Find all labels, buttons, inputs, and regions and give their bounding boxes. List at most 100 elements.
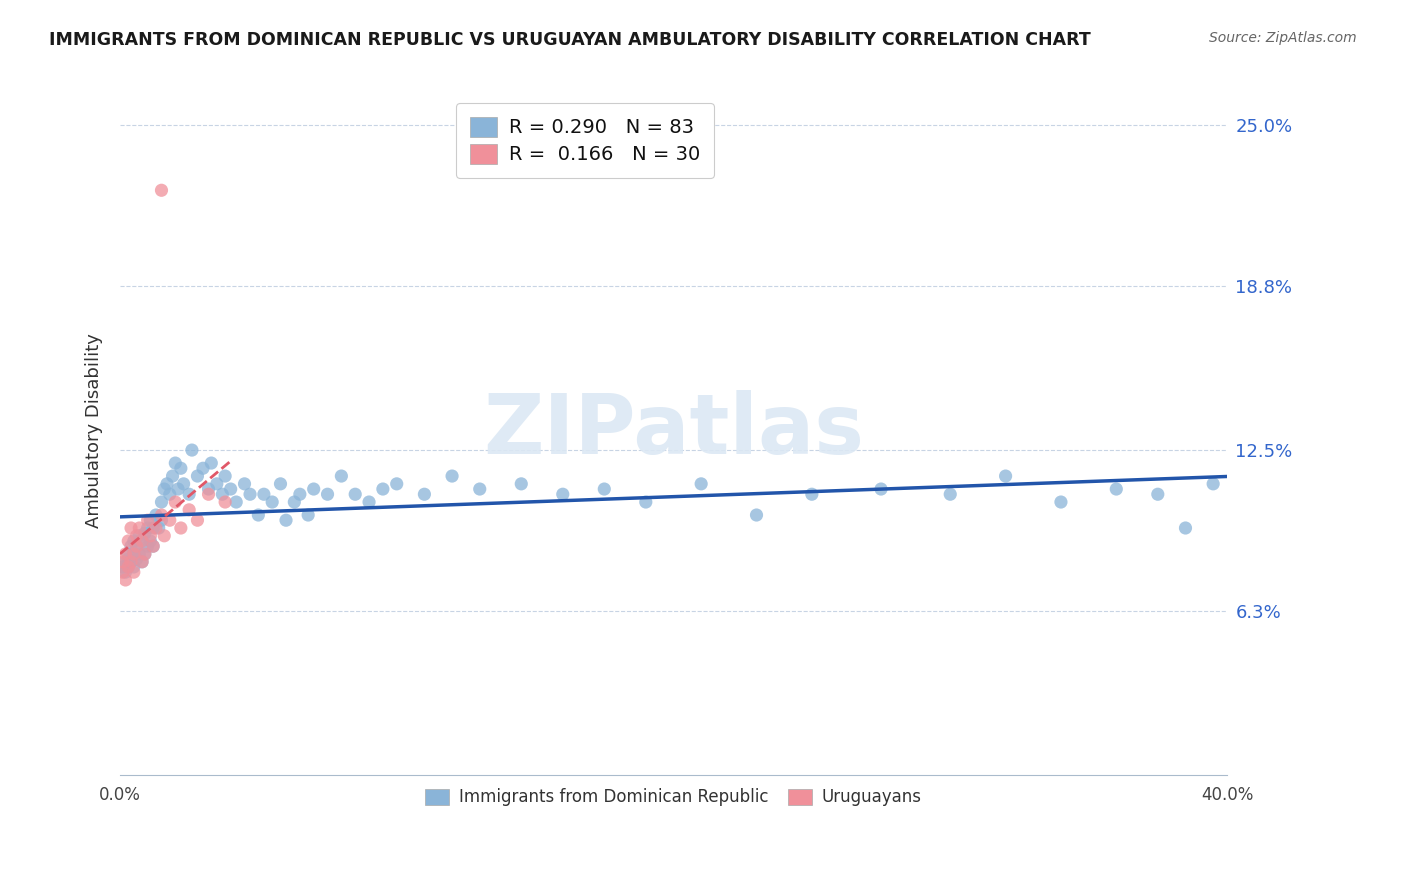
Point bbox=[131, 555, 153, 569]
Point bbox=[1202, 476, 1225, 491]
Point bbox=[125, 552, 148, 566]
Point bbox=[214, 469, 236, 483]
Point bbox=[136, 539, 159, 553]
Point bbox=[262, 495, 284, 509]
Point bbox=[139, 534, 162, 549]
Point bbox=[239, 487, 262, 501]
Point bbox=[148, 521, 170, 535]
Point bbox=[1050, 495, 1073, 509]
Point bbox=[170, 521, 193, 535]
Point bbox=[128, 529, 150, 543]
Point bbox=[111, 560, 134, 574]
Point bbox=[1174, 521, 1197, 535]
Point bbox=[114, 573, 136, 587]
Point bbox=[197, 482, 219, 496]
Point bbox=[690, 476, 713, 491]
Point bbox=[139, 513, 162, 527]
Point bbox=[122, 547, 145, 561]
Point bbox=[219, 482, 242, 496]
Point bbox=[186, 469, 208, 483]
Point bbox=[165, 456, 187, 470]
Point bbox=[468, 482, 491, 496]
Point bbox=[316, 487, 339, 501]
Point bbox=[128, 547, 150, 561]
Point bbox=[117, 560, 139, 574]
Point bbox=[385, 476, 408, 491]
Point bbox=[211, 487, 233, 501]
Point bbox=[122, 565, 145, 579]
Point bbox=[173, 476, 195, 491]
Point bbox=[297, 508, 319, 522]
Point bbox=[186, 513, 208, 527]
Point bbox=[179, 503, 201, 517]
Point bbox=[441, 469, 464, 483]
Point bbox=[150, 508, 173, 522]
Point bbox=[357, 495, 380, 509]
Point bbox=[122, 560, 145, 574]
Text: IMMIGRANTS FROM DOMINICAN REPUBLIC VS URUGUAYAN AMBULATORY DISABILITY CORRELATIO: IMMIGRANTS FROM DOMINICAN REPUBLIC VS UR… bbox=[49, 31, 1091, 49]
Point bbox=[131, 534, 153, 549]
Point bbox=[120, 539, 142, 553]
Point bbox=[939, 487, 962, 501]
Point bbox=[162, 469, 184, 483]
Point bbox=[181, 443, 204, 458]
Legend: Immigrants from Dominican Republic, Uruguayans: Immigrants from Dominican Republic, Urug… bbox=[418, 780, 929, 814]
Point bbox=[150, 513, 173, 527]
Point bbox=[114, 555, 136, 569]
Point bbox=[117, 547, 139, 561]
Point bbox=[205, 476, 228, 491]
Point bbox=[111, 555, 134, 569]
Point bbox=[114, 547, 136, 561]
Point bbox=[413, 487, 436, 501]
Point bbox=[165, 495, 187, 509]
Point bbox=[302, 482, 325, 496]
Point bbox=[120, 555, 142, 569]
Point bbox=[134, 547, 156, 561]
Point bbox=[170, 461, 193, 475]
Point bbox=[145, 508, 167, 522]
Point bbox=[283, 495, 305, 509]
Point bbox=[1146, 487, 1168, 501]
Point bbox=[156, 476, 179, 491]
Point bbox=[510, 476, 533, 491]
Point bbox=[551, 487, 574, 501]
Point bbox=[233, 476, 256, 491]
Point bbox=[150, 495, 173, 509]
Point bbox=[111, 565, 134, 579]
Point bbox=[142, 521, 165, 535]
Point bbox=[994, 469, 1017, 483]
Point bbox=[117, 534, 139, 549]
Point bbox=[125, 539, 148, 553]
Point bbox=[117, 552, 139, 566]
Point bbox=[253, 487, 276, 501]
Point bbox=[371, 482, 394, 496]
Point bbox=[274, 513, 297, 527]
Point bbox=[344, 487, 367, 501]
Point bbox=[179, 487, 201, 501]
Point bbox=[136, 513, 159, 527]
Point bbox=[153, 482, 176, 496]
Point bbox=[125, 529, 148, 543]
Text: Source: ZipAtlas.com: Source: ZipAtlas.com bbox=[1209, 31, 1357, 45]
Point bbox=[800, 487, 823, 501]
Point bbox=[131, 555, 153, 569]
Point bbox=[159, 487, 181, 501]
Point bbox=[167, 482, 190, 496]
Point bbox=[191, 461, 214, 475]
Point bbox=[269, 476, 291, 491]
Point bbox=[125, 539, 148, 553]
Point bbox=[870, 482, 893, 496]
Point bbox=[139, 529, 162, 543]
Point bbox=[136, 521, 159, 535]
Point bbox=[145, 521, 167, 535]
Point bbox=[134, 547, 156, 561]
Point bbox=[745, 508, 768, 522]
Point bbox=[142, 539, 165, 553]
Point bbox=[114, 565, 136, 579]
Point bbox=[288, 487, 311, 501]
Point bbox=[120, 521, 142, 535]
Point bbox=[159, 513, 181, 527]
Point bbox=[142, 539, 165, 553]
Point bbox=[225, 495, 247, 509]
Point bbox=[593, 482, 616, 496]
